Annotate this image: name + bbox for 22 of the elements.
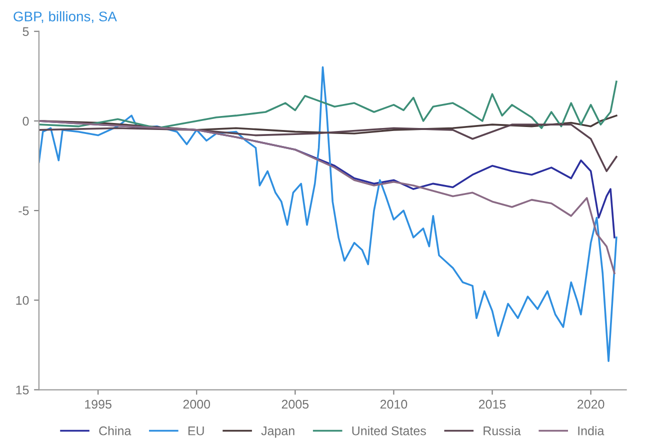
legend-label: United States [352, 426, 426, 436]
legend-label: Japan [261, 426, 294, 438]
line-series [38, 124, 618, 172]
x-tick-label: 2020 [578, 400, 604, 409]
legend-label: China [99, 426, 132, 436]
line-series [38, 120, 616, 274]
y-tick-label: 15 [16, 386, 29, 394]
x-tick-label: 2000 [183, 400, 210, 409]
y-tick-label: -5 [18, 206, 29, 216]
y-tick-label: 10 [16, 296, 29, 305]
line-series [38, 66, 618, 362]
x-tick-label: 2010 [380, 400, 408, 409]
y-tick-label: 5 [22, 27, 29, 36]
line-series [38, 80, 618, 130]
x-tick-label: 2005 [282, 400, 309, 409]
x-tick-label: 2015 [478, 400, 506, 409]
x-tick-label: 1995 [85, 400, 112, 409]
legend-label: EU [188, 426, 204, 436]
chart-title: GBP, billions, SA [14, 11, 117, 24]
y-tick-label: 0 [22, 116, 29, 126]
legend-label: India [578, 426, 604, 436]
legend-label: Russia [484, 426, 521, 436]
